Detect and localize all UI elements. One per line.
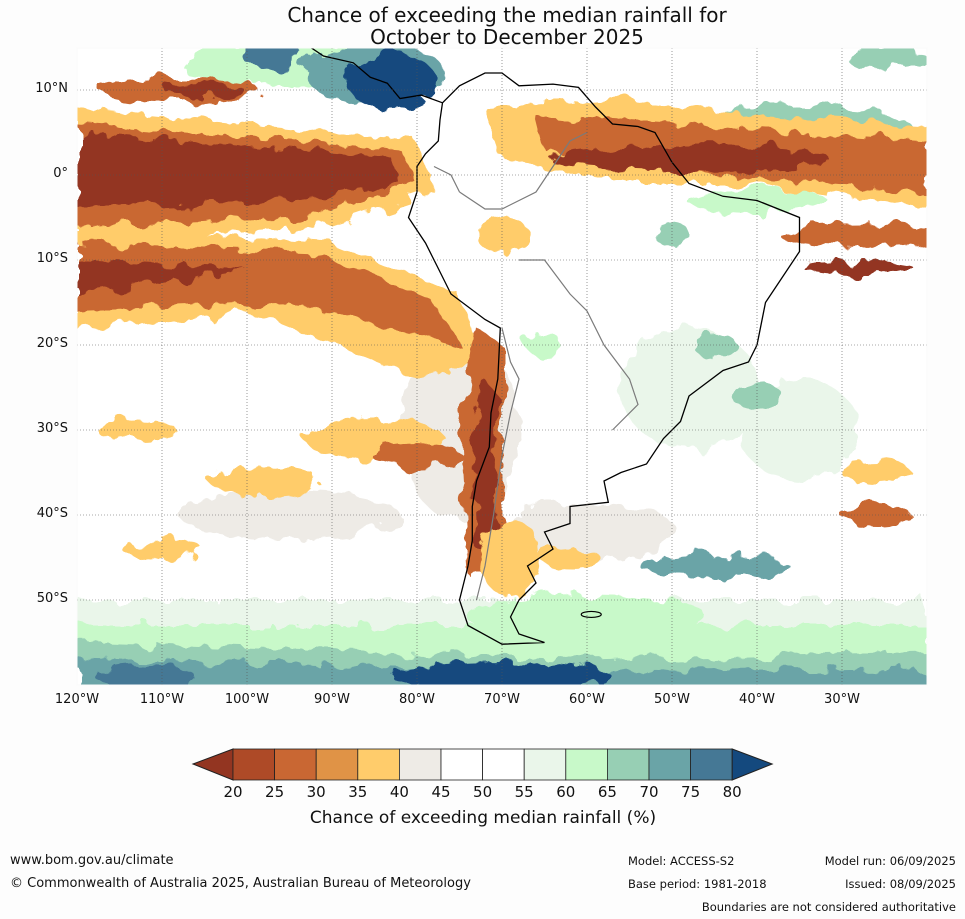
lat-label: 0°: [53, 166, 68, 181]
lon-label: 110°W: [139, 692, 185, 707]
colorbar-cell: [482, 748, 525, 781]
northeast-atlantic-very-dry: [804, 260, 914, 277]
lat-label: 10°N: [35, 81, 68, 96]
country-border-3: [459, 131, 588, 210]
colorbar-tick-label: 55: [514, 783, 534, 801]
central-america-dark-blue: [346, 53, 437, 110]
graticule: [77, 48, 927, 685]
map-field: [77, 48, 927, 685]
lat-label: 20°S: [36, 336, 68, 351]
equatorial-atlantic-dry: [549, 144, 829, 172]
south-atlantic-dry-patch: [540, 547, 600, 568]
lon-label: 120°W: [54, 692, 100, 707]
colorbar-cell: [523, 748, 567, 781]
north-pacific-very-dry: [164, 83, 245, 97]
colorbar-title: Chance of exceeding median rainfall (%): [309, 808, 657, 828]
northeast-brazil-dry: [779, 222, 927, 247]
east-atlantic-dry: [841, 462, 911, 483]
title-line-1: Chance of exceeding the median rainfall …: [287, 3, 727, 27]
east-atlantic-dry-2: [841, 505, 911, 525]
pacific-dry-band-20: [77, 132, 400, 209]
drake-passage-dark-blue: [392, 662, 612, 685]
country-border-2: [519, 259, 639, 431]
lat-label: 10°S: [36, 251, 68, 266]
colorbar-cell: [440, 748, 483, 781]
map-title: Chance of exceeding the median rainfall …: [0, 4, 965, 48]
north-pacific-blue: [242, 48, 303, 70]
map-frame: [76, 47, 928, 686]
south-america-coastline: [310, 48, 801, 645]
southeast-pacific-neutral: [179, 490, 400, 540]
lon-label: 50°W: [654, 692, 690, 707]
colorbar-cell: [232, 748, 275, 781]
base-period: Base period: 1981-2018: [628, 877, 767, 891]
country-border-1: [475, 327, 520, 601]
colorbar-tick-label: 35: [348, 783, 368, 801]
colorbar-tick-label: 45: [431, 783, 451, 801]
coastline-path: [407, 72, 801, 645]
lon-label: 30°W: [824, 692, 860, 707]
colorbar-tick-label: 30: [306, 783, 326, 801]
lat-label: 30°S: [36, 421, 68, 436]
model-name: Model: ACCESS-S2: [628, 854, 735, 868]
brazil-light-green: [619, 327, 759, 448]
model-run-date: Model run: 06/09/2025: [824, 854, 956, 868]
far-west-dry: [96, 420, 177, 440]
chaco-green: [526, 333, 563, 357]
colorbar-tick-label: 20: [223, 783, 243, 801]
colorbar-tick-label: 80: [722, 783, 742, 801]
falkland-islands: [580, 610, 602, 619]
lon-label: 90°W: [314, 692, 350, 707]
chile-dry-20: [472, 379, 498, 549]
colorbar-cell: [315, 748, 359, 781]
colorbar-cell: [607, 748, 650, 781]
colorbar-cells: [191, 748, 774, 781]
colorbar-tick-label: 50: [473, 783, 493, 801]
colorbar-tick-label: 75: [681, 783, 701, 801]
colorbar-tick-label: 70: [639, 783, 659, 801]
subtropical-dry-30: [372, 443, 462, 468]
colorbar-low-arrow: [191, 748, 234, 781]
subtropical-west-dry: [209, 467, 319, 495]
colorbar-tick-label: 65: [597, 783, 617, 801]
colorbar-cell: [690, 748, 733, 781]
title-line-2: October to December 2025: [370, 25, 644, 49]
colorbar-cell: [357, 748, 400, 781]
colorbar-cell: [274, 748, 317, 781]
brazil-teal-1: [692, 333, 737, 357]
colorbar-tick-label: 60: [556, 783, 576, 801]
argentina-patagonia-dry: [480, 517, 541, 598]
lon-label: 60°W: [569, 692, 605, 707]
lon-label: 100°W: [224, 692, 270, 707]
southwest-dark-blue: [95, 664, 195, 685]
colorbar-cell: [398, 748, 442, 781]
lat-label: 50°S: [36, 591, 68, 606]
lat-label: 40°S: [36, 506, 68, 521]
central-america-coast: [310, 48, 443, 104]
colorbar-tick-label: 40: [389, 783, 409, 801]
lon-label: 80°W: [399, 692, 435, 707]
colorbar-cell: [648, 748, 691, 781]
country-border-4: [433, 165, 461, 193]
boundary-disclaimer: Boundaries are not considered authoritat…: [701, 900, 956, 914]
copyright-text: © Commonwealth of Australia 2025, Austra…: [10, 876, 471, 891]
colorbar-tick-label: 25: [265, 783, 285, 801]
colorbar-cell: [565, 748, 608, 781]
website-link[interactable]: www.bom.gov.au/climate: [10, 853, 174, 868]
probability-blobs: [77, 48, 927, 685]
lon-label: 40°W: [739, 692, 775, 707]
lon-label: 70°W: [484, 692, 520, 707]
issued-date: Issued: 08/09/2025: [845, 877, 956, 891]
colorbar-high-arrow: [731, 748, 774, 781]
south-atlantic-teal: [639, 554, 790, 578]
northeast-teal: [844, 48, 925, 68]
